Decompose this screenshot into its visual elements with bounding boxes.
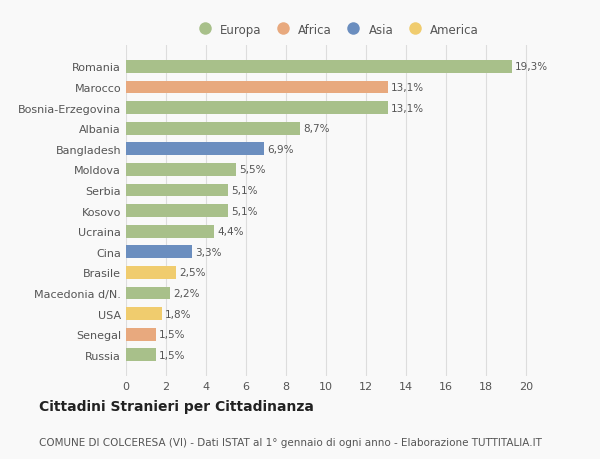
Bar [126, 164, 236, 176]
Text: 5,1%: 5,1% [231, 185, 257, 196]
Text: 13,1%: 13,1% [391, 103, 424, 113]
Text: 19,3%: 19,3% [515, 62, 548, 72]
Text: Cittadini Stranieri per Cittadinanza: Cittadini Stranieri per Cittadinanza [39, 399, 314, 413]
Bar [126, 266, 176, 279]
Legend: Europa, Africa, Asia, America: Europa, Africa, Asia, America [188, 19, 484, 41]
Text: 2,5%: 2,5% [179, 268, 205, 278]
Bar [126, 61, 512, 73]
Bar [126, 81, 388, 94]
Bar [126, 123, 300, 135]
Bar [126, 328, 156, 341]
Bar [126, 102, 388, 115]
Text: 1,5%: 1,5% [159, 350, 185, 360]
Text: 2,2%: 2,2% [173, 288, 199, 298]
Text: 5,1%: 5,1% [231, 206, 257, 216]
Bar [126, 205, 228, 218]
Text: 3,3%: 3,3% [195, 247, 221, 257]
Text: 1,8%: 1,8% [165, 309, 191, 319]
Text: COMUNE DI COLCERESA (VI) - Dati ISTAT al 1° gennaio di ogni anno - Elaborazione : COMUNE DI COLCERESA (VI) - Dati ISTAT al… [39, 437, 542, 448]
Bar [126, 349, 156, 361]
Bar [126, 184, 228, 197]
Bar [126, 225, 214, 238]
Text: 5,5%: 5,5% [239, 165, 265, 175]
Text: 1,5%: 1,5% [159, 330, 185, 339]
Bar [126, 246, 192, 258]
Text: 4,4%: 4,4% [217, 227, 244, 237]
Text: 6,9%: 6,9% [267, 145, 293, 155]
Bar [126, 308, 162, 320]
Bar [126, 287, 170, 300]
Text: 13,1%: 13,1% [391, 83, 424, 93]
Bar [126, 143, 264, 156]
Text: 8,7%: 8,7% [303, 124, 329, 134]
